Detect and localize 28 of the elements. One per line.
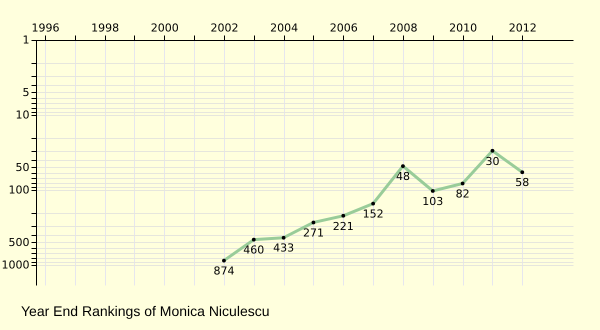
- y-tick-label: 1000: [2, 258, 30, 272]
- x-tick-label: 1996: [31, 22, 60, 34]
- x-tick-label: 2006: [330, 22, 358, 34]
- y-tick-label: 1: [22, 34, 30, 46]
- data-label: 30: [485, 154, 500, 168]
- data-label: 48: [396, 170, 410, 184]
- data-label: 152: [362, 208, 384, 221]
- data-label: 460: [243, 244, 264, 257]
- x-tick-label: 2004: [270, 22, 298, 34]
- x-tick-label: 2012: [508, 22, 537, 34]
- data-label: 874: [213, 264, 234, 278]
- x-tick-label: 2000: [150, 22, 179, 34]
- y-tick-label: 500: [8, 236, 30, 249]
- x-tick-label: 1998: [91, 22, 120, 34]
- data-label: 221: [332, 220, 354, 233]
- x-tick-label: 2008: [389, 22, 418, 34]
- data-label: 103: [422, 194, 444, 208]
- data-label: 58: [515, 176, 530, 190]
- text: Year End Rankings of Monica Niculescu: [21, 303, 270, 319]
- y-tick-label: 10: [16, 108, 30, 122]
- y-tick-label: 50: [16, 160, 30, 174]
- data-label: 82: [456, 188, 470, 201]
- data-label: 271: [302, 226, 324, 240]
- y-tick-label: 5: [22, 86, 30, 99]
- y-tick-label: 100: [8, 183, 30, 196]
- x-tick-label: 2002: [210, 22, 238, 34]
- data-label: 433: [273, 242, 294, 255]
- x-tick-label: 2010: [449, 22, 478, 34]
